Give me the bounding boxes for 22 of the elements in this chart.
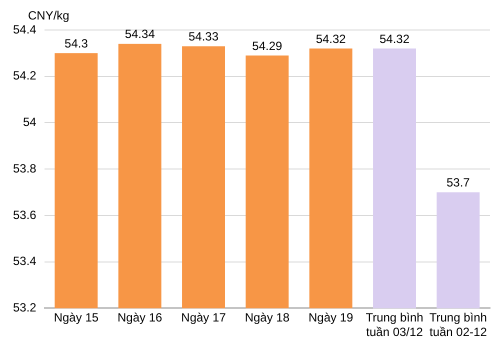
x-tick-label: Ngày 19 (308, 310, 354, 325)
x-tick-label: Ngày 18 (244, 310, 290, 325)
x-tick-label: Trung bình tuần 03/12 (366, 310, 424, 340)
y-tick-label: 53.8 (12, 161, 37, 176)
data-label: 54.34 (124, 27, 156, 42)
y-axis-title: CNY/kg (28, 8, 70, 22)
y-tick-label: 53.6 (12, 208, 37, 222)
data-label: 53.7 (446, 176, 470, 190)
data-label: 54.32 (379, 32, 410, 46)
data-label: 54.3 (64, 36, 88, 50)
y-tick-label: 53.2 (12, 300, 37, 315)
x-tick-label: Ngày 15 (54, 310, 99, 325)
x-tick-label: Trung bình tuần 02-12 (429, 310, 488, 340)
y-tick-label: 54.2 (12, 68, 37, 83)
data-label: 54.32 (316, 32, 346, 46)
data-label: 54.29 (252, 38, 283, 53)
data-label: 54.33 (188, 30, 219, 44)
x-tick-label: Ngày 16 (118, 310, 163, 325)
y-tick-label: 54 (22, 115, 37, 130)
y-tick-label: 53.4 (12, 254, 37, 268)
y-tick-label: 54.4 (12, 22, 37, 36)
x-tick-label: Ngày 17 (181, 310, 226, 325)
